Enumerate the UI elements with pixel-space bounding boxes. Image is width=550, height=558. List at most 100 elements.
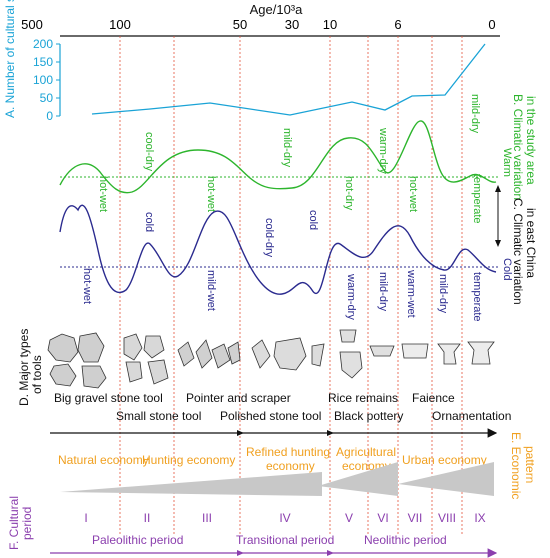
pointer-scraper-sketches	[177, 339, 241, 369]
tool-sketch	[125, 361, 143, 383]
tools-arrow-1	[237, 430, 244, 436]
tool-sketch	[47, 333, 79, 363]
period-label: Neolithic period	[364, 533, 447, 547]
panel-e-label-line1: E. Economic	[509, 432, 523, 499]
tool-sketch	[273, 337, 307, 371]
panel-a-tick-label: 200	[33, 37, 53, 51]
panel-c-label-line2: in east China	[524, 208, 538, 278]
age-tick-0: 0	[488, 17, 495, 32]
stage-label: VIII	[438, 511, 456, 525]
stage-label: IX	[474, 511, 485, 525]
panel-a-tick-label: 100	[33, 73, 53, 87]
panel-a-tick-label: 50	[40, 91, 54, 105]
site-count-line	[91, 43, 486, 116]
tool-sketch	[311, 343, 325, 367]
economy-label: Agricultural	[336, 445, 396, 459]
tool-sketch	[77, 332, 105, 363]
small-stone-tool-sketches	[123, 333, 169, 385]
age-tick-6: 6	[394, 17, 401, 32]
age-axis: Age/10³a 500 100 50 30 10 6 0	[21, 2, 500, 37]
age-tick-10: 10	[323, 17, 337, 32]
tool-sketch	[401, 343, 429, 359]
tool-sketch	[177, 341, 195, 367]
tool-sketch	[49, 363, 77, 387]
age-tick-500: 500	[21, 17, 43, 32]
panel-c-label-line1: C. Climatic variation	[511, 198, 525, 305]
stage-label: VII	[408, 511, 423, 525]
warm-label: Warm	[501, 148, 513, 177]
panel-f-label-line1: F. Cultural	[7, 496, 21, 550]
tools-arrow-2	[327, 430, 334, 436]
tool-sketch	[81, 365, 107, 389]
economy-wedge-2	[318, 462, 398, 496]
tool-sketch	[143, 335, 165, 359]
big-gravel-tool-sketches	[47, 332, 107, 389]
age-axis-title: Age/10³a	[250, 2, 304, 17]
economy-label: economy	[266, 459, 315, 473]
tool-sketch	[147, 359, 169, 385]
faience-ornament-sketches	[401, 341, 495, 365]
panel-b-phase-label: mild-dry	[469, 94, 481, 134]
tool-label: Black pottery	[334, 409, 403, 423]
stage-label: IV	[279, 511, 290, 525]
panel-c-phase-label: warm-dry	[345, 273, 357, 320]
panel-c-east-china: hot-wet cold mild-wet cold-dry cold warm…	[59, 185, 538, 322]
period-arrow-1	[237, 550, 244, 556]
panel-b-label-line1: B. Climatic variation	[511, 94, 525, 200]
panel-c-phase-label: cold-dry	[263, 218, 275, 258]
stage-label: III	[202, 511, 212, 525]
tool-sketch	[251, 339, 271, 369]
period-label: Transitional period	[236, 533, 334, 547]
panel-b-phase-label: cool-dry	[143, 132, 155, 172]
panel-d-label-line1: D. Major types	[17, 329, 31, 406]
study-area-curve	[59, 120, 497, 194]
panel-c-phase-label: warm-wet	[405, 269, 417, 318]
east-china-curve	[59, 204, 497, 295]
panel-e-label-line2: pattern	[523, 446, 537, 483]
tool-sketch	[195, 339, 213, 369]
economy-wedge-3	[398, 462, 494, 496]
tool-label: Big gravel stone tool	[54, 391, 163, 405]
economy-label: Hunting economy	[142, 453, 235, 467]
panel-c-phase-label: cold	[307, 210, 319, 230]
economy-label: Urban economy	[402, 453, 487, 467]
tool-label: Ornamentation	[432, 409, 511, 423]
rice-pottery-sketches	[339, 329, 395, 379]
stage-label: I	[84, 511, 87, 525]
tool-label: Faience	[412, 391, 455, 405]
panel-b-phase-label: warm-dry	[377, 127, 389, 174]
panel-c-phase-label: mild-dry	[437, 274, 449, 314]
panel-c-phase-label: mild-dry	[377, 272, 389, 312]
panel-b-phase-label: mild-dry	[281, 128, 293, 168]
stage-label: II	[144, 511, 151, 525]
stage-label: VI	[377, 511, 388, 525]
panel-c-phase-label: mild-wet	[205, 270, 217, 311]
panel-d-label-line2: of tools	[30, 355, 44, 394]
tool-label: Rice remains	[328, 391, 398, 405]
panel-f-label-line2: period	[20, 507, 34, 540]
tool-label: Small stone tool	[116, 409, 201, 423]
panel-c-phase-label: temperate	[471, 272, 483, 322]
age-tick-100: 100	[109, 17, 131, 32]
economy-wedge-1	[60, 472, 322, 496]
tool-sketch	[123, 333, 143, 361]
tool-sketch	[369, 345, 395, 357]
period-label: Paleolithic period	[92, 533, 183, 547]
tool-sketch	[227, 341, 241, 365]
panel-b-study-area: hot-wet cool-dry hot-wet mild-dry hot-dr…	[59, 94, 538, 224]
polished-stone-tool-sketches	[251, 337, 325, 371]
stage-label: V	[345, 511, 353, 525]
panel-a-label: A. Number of cultural sites	[3, 0, 17, 118]
panel-a-tick-label: 0	[46, 109, 53, 123]
panel-f-period: F. Cultural period I II III IV V VI VII …	[7, 496, 498, 558]
warm-arrow-head	[495, 185, 501, 192]
tool-sketch	[339, 329, 357, 343]
panel-a-sites: 200 150 100 50 0 A. Number of cultural s…	[3, 0, 486, 123]
age-tick-30: 30	[285, 17, 299, 32]
tool-sketch	[211, 343, 231, 369]
period-dividers	[119, 36, 463, 535]
tool-label: Pointer and scraper	[186, 391, 291, 405]
economy-label: Refined hunting	[246, 445, 330, 459]
cold-arrow-head	[495, 240, 501, 247]
